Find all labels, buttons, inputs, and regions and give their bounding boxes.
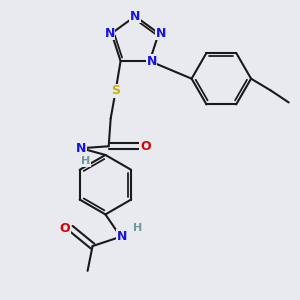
Text: S: S [111,84,120,97]
Text: H: H [134,223,143,233]
Text: N: N [76,142,86,155]
Text: N: N [104,27,115,40]
Text: N: N [130,10,140,23]
Text: N: N [155,27,166,40]
Text: N: N [146,55,157,68]
Text: O: O [59,222,70,235]
Text: O: O [140,140,151,153]
Text: H: H [81,156,91,166]
Text: N: N [117,230,128,243]
